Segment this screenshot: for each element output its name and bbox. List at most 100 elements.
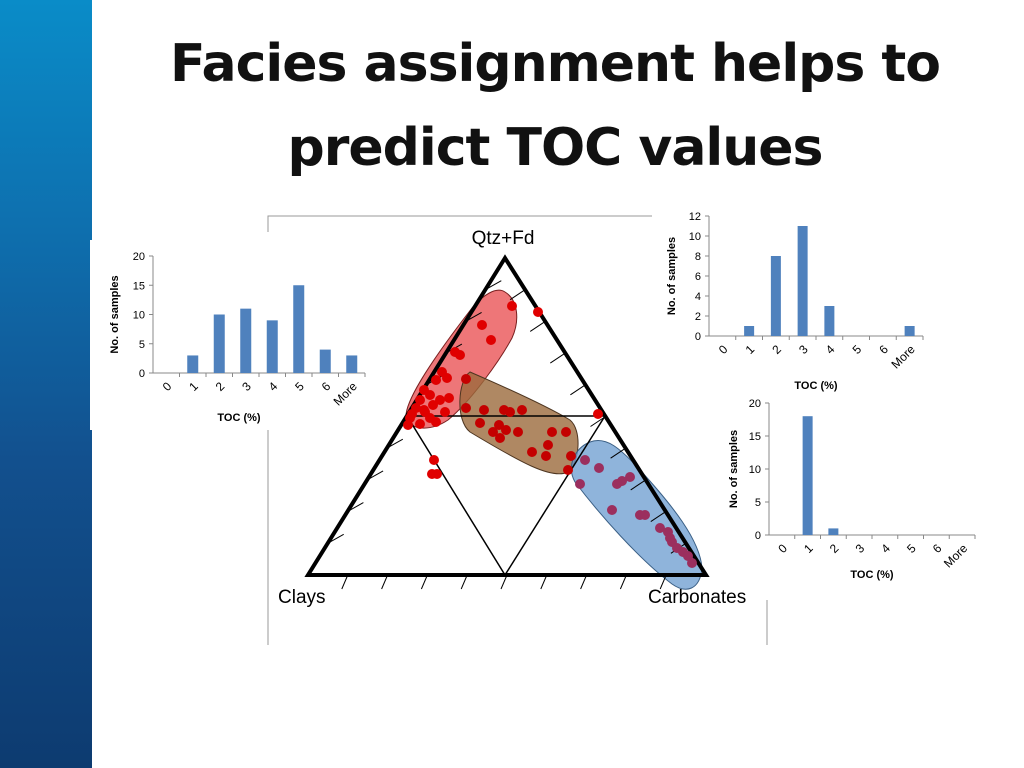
data-point [665, 533, 675, 543]
ternary-tick [381, 574, 389, 590]
data-point [687, 558, 697, 568]
x-axis-title: TOC (%) [217, 412, 261, 424]
ternary-tick [590, 416, 606, 427]
x-tick-label: 1 [801, 541, 816, 556]
x-axis-title: TOC (%) [850, 569, 894, 581]
x-axis-title: TOC (%) [794, 380, 838, 392]
x-tick-label: 2 [769, 342, 784, 357]
ternary-tick [500, 574, 508, 590]
ternary-tick [485, 280, 502, 291]
data-point [435, 395, 445, 405]
ternary-tick [580, 574, 588, 590]
data-point [594, 463, 604, 473]
data-point [655, 523, 665, 533]
points-carbonate [575, 455, 697, 568]
x-tick-label: 3 [853, 541, 868, 556]
data-point [479, 405, 489, 415]
data-point [566, 451, 576, 461]
x-tick-label: 0 [716, 342, 731, 357]
ternary-inner-line-3 [504, 415, 606, 576]
callout-lines [267, 215, 768, 645]
data-point [507, 301, 517, 311]
y-tick-label: 4 [695, 291, 701, 303]
ternary-tick [465, 311, 482, 322]
data-point [640, 510, 650, 520]
data-point [425, 390, 435, 400]
data-point [501, 425, 511, 435]
histogram-bar [802, 416, 813, 535]
histogram-bar [266, 320, 278, 373]
histogram-bar [187, 355, 199, 373]
x-tick-label: 1 [743, 342, 758, 357]
x-tick-label: More [941, 541, 970, 570]
y-tick-label: 0 [755, 530, 761, 542]
y-tick-label: 15 [749, 431, 761, 443]
data-point [440, 407, 450, 417]
histogram-background [90, 240, 370, 430]
data-point [563, 465, 573, 475]
y-axis-title: No. of samples [728, 430, 740, 508]
y-tick-label: 2 [695, 311, 701, 323]
y-tick-label: 10 [133, 310, 145, 322]
data-point [444, 393, 454, 403]
data-point [461, 403, 471, 413]
y-tick-label: 0 [695, 331, 701, 343]
data-point [543, 440, 553, 450]
histogram-bar [824, 306, 835, 336]
points-siliceous [403, 301, 603, 479]
data-point [455, 350, 465, 360]
data-point [415, 419, 425, 429]
slide-title: Facies assignment helps to predict TOC v… [110, 22, 1000, 190]
data-point [429, 455, 439, 465]
x-tick-label: 2 [827, 541, 842, 556]
y-tick-label: 20 [749, 398, 761, 410]
histogram-bar [346, 355, 358, 373]
slide-sidebar-band [0, 0, 92, 768]
x-tick-label: 6 [876, 342, 891, 357]
ternary-tick [659, 574, 667, 590]
y-tick-label: 0 [139, 368, 145, 380]
y-tick-label: 15 [133, 280, 145, 292]
data-point [477, 320, 487, 330]
ternary-tick [347, 502, 364, 513]
ternary-tick [366, 470, 384, 481]
y-tick-label: 12 [689, 211, 701, 223]
x-tick-label: 4 [878, 541, 893, 556]
x-tick-label: 6 [930, 541, 945, 556]
ternary-tick [420, 574, 428, 590]
ternary-tick [550, 352, 566, 364]
data-point [517, 405, 527, 415]
y-tick-label: 6 [695, 271, 701, 283]
x-tick-label: 0 [775, 541, 790, 556]
callout-line-top [267, 215, 652, 232]
x-tick-label: 5 [850, 342, 865, 357]
data-point [607, 505, 617, 515]
ternary-tick [327, 533, 344, 544]
data-point [486, 335, 496, 345]
y-tick-label: 10 [749, 464, 761, 476]
ternary-tick [529, 320, 546, 332]
ternary-tick [570, 384, 586, 396]
histogram-bar [797, 226, 808, 336]
histogram-bar [770, 256, 781, 336]
data-point [505, 407, 515, 417]
apex-label-top: Qtz+Fd [472, 228, 535, 249]
x-tick-label: More [889, 342, 918, 371]
x-tick-label: 3 [796, 342, 811, 357]
data-point [561, 427, 571, 437]
data-point [575, 479, 585, 489]
y-axis-title: No. of samples [109, 275, 121, 353]
ternary-tick [619, 574, 627, 590]
data-point [403, 420, 413, 430]
y-tick-label: 8 [695, 251, 701, 263]
histogram-bar [828, 528, 839, 535]
data-point [494, 420, 504, 430]
data-point [625, 472, 635, 482]
ternary-inner-line-2 [406, 415, 506, 576]
histogram-bar [293, 285, 305, 373]
data-point [593, 409, 603, 419]
histogram-bar [240, 308, 252, 373]
data-point [431, 375, 441, 385]
